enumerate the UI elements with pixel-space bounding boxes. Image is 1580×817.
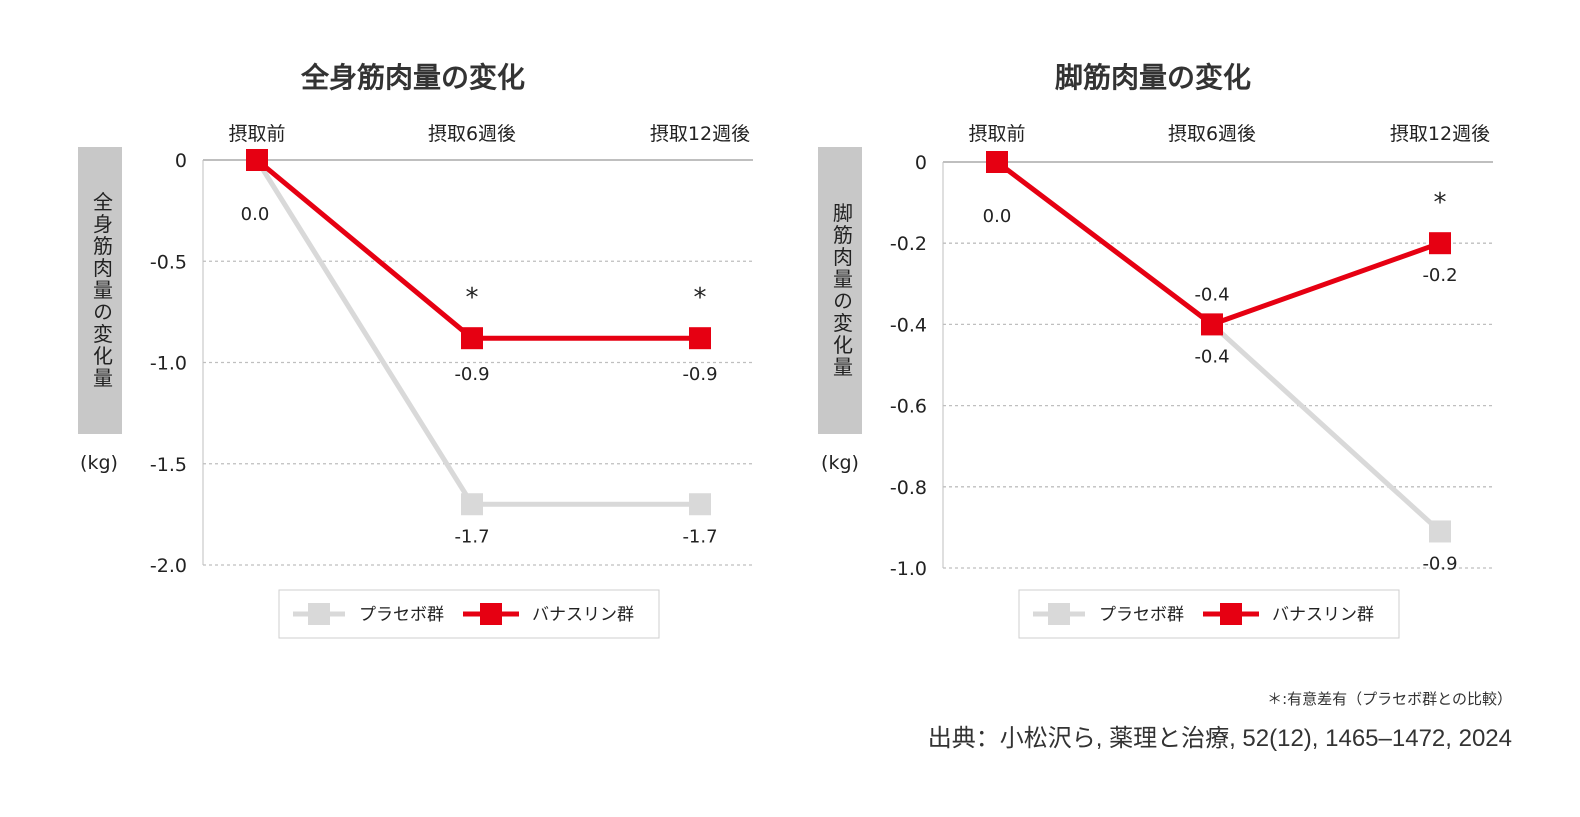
data-point-placebo [461,493,483,516]
y-axis-label: 全身筋肉量の変化量 [90,191,114,389]
data-point-banana [1201,313,1223,336]
legend-marker-banana [1220,603,1242,625]
category-label: 摂取6週後 [1168,123,1256,145]
y-unit-label: (kg) [80,452,118,474]
legend-label-banana: バナスリン群 [1272,605,1374,625]
y-tick-label: -0.6 [890,396,927,418]
data-point-placebo [689,493,711,516]
y-tick-label: 0 [175,150,187,172]
data-point-banana [461,327,483,350]
y-tick-label: -0.5 [150,251,187,273]
category-label: 摂取12週後 [1390,123,1490,145]
category-label: 摂取前 [968,123,1025,145]
data-label: -0.9 [1422,553,1457,574]
data-label: -0.4 [1194,346,1229,367]
data-label: -1.7 [682,526,717,547]
y-label-box [818,147,862,434]
category-label: 摂取前 [228,123,285,145]
data-label: -1.7 [454,526,489,547]
legend-marker-placebo [1048,603,1070,625]
legend-marker-banana [480,603,502,625]
y-tick-label: -0.8 [890,477,927,499]
data-point-banana [246,149,268,171]
y-tick-label: -0.4 [890,314,927,336]
y-tick-label: 0 [915,152,927,174]
significance-marker: * [466,283,479,313]
significance-footnote: ＊:有意差有（プラセボ群との比較） [1267,690,1512,708]
data-label: -0.2 [1422,265,1457,286]
significance-marker: * [694,283,707,313]
data-label: -0.9 [682,364,717,385]
y-axis-label: 脚筋肉量の変化量 [830,202,854,378]
legend-label-placebo: プラセボ群 [359,605,444,625]
series-line-banana [255,158,700,341]
significance-marker: * [1434,188,1447,218]
legend-label-banana: バナスリン群 [532,605,634,625]
y-tick-label: -1.0 [150,353,187,375]
data-label: -0.9 [454,364,489,385]
data-label: 0.0 [241,204,270,225]
y-tick-label: -1.5 [150,454,187,476]
y-tick-label: -1.0 [890,558,927,580]
y-tick-label: -2.0 [150,555,187,577]
data-point-banana [689,327,711,350]
legend-label-placebo: プラセボ群 [1099,605,1184,625]
y-label-box [78,147,122,434]
data-label: 0.0 [983,206,1012,227]
source-citation: 出典：小松沢ら, 薬理と治療, 52(12), 1465–1472, 2024 [927,725,1512,752]
y-unit-label: (kg) [821,452,859,474]
data-point-banana [986,151,1008,173]
chart-title: 脚筋肉量の変化 [1055,61,1251,94]
category-label: 摂取12週後 [650,123,750,145]
category-label: 摂取6週後 [428,123,516,145]
data-point-placebo [1429,520,1451,543]
chart-title: 全身筋肉量の変化 [300,61,525,94]
legend-marker-placebo [308,603,330,625]
y-tick-label: -0.2 [890,233,927,255]
data-label: -0.4 [1194,284,1229,305]
data-point-banana [1429,232,1451,255]
